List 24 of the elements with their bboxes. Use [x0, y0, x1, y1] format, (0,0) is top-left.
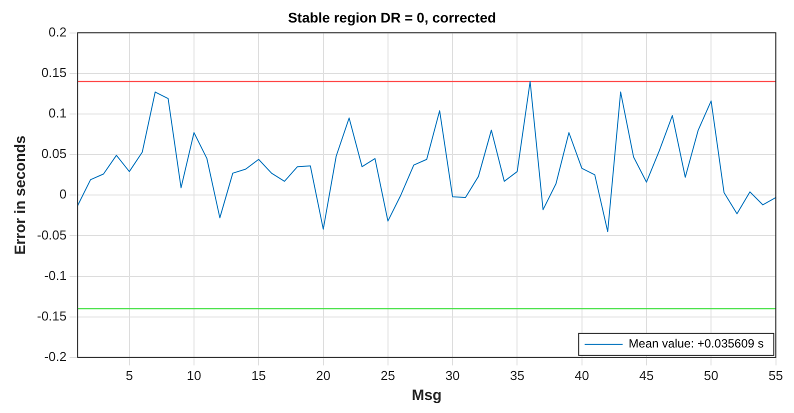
y-tick-label: -0.15: [36, 308, 67, 324]
y-tick-label: -0.1: [44, 268, 67, 283]
x-tick-label: 35: [510, 368, 524, 383]
x-tick-label: 25: [380, 368, 396, 383]
x-tick-label: 20: [316, 368, 331, 383]
x-axis-title: Msg: [412, 387, 442, 404]
y-axis-title: Error in seconds: [12, 136, 30, 255]
y-tick-label: 0.2: [48, 24, 67, 40]
y-tick-label: 0.15: [41, 64, 67, 80]
legend-label: Mean value: +0.035609 s: [628, 336, 764, 351]
x-tick-label: 55: [768, 368, 784, 383]
y-tick-label: 0.05: [41, 146, 67, 162]
y-tick-label: -0.05: [36, 227, 67, 242]
x-tick-label: 40: [574, 368, 590, 383]
x-tick-label: 45: [639, 368, 654, 383]
x-tick-label: 5: [126, 368, 133, 383]
x-tick-label: 30: [445, 368, 460, 383]
y-tick-label: -0.2: [44, 348, 67, 364]
x-tick-label: 50: [704, 368, 718, 383]
y-tick-label: 0: [59, 186, 67, 202]
chart-title: Stable region DR = 0, corrected: [288, 9, 496, 26]
x-tick-label: 15: [251, 368, 266, 383]
y-tick-label: 0.1: [48, 106, 67, 121]
x-tick-label: 10: [186, 368, 202, 383]
